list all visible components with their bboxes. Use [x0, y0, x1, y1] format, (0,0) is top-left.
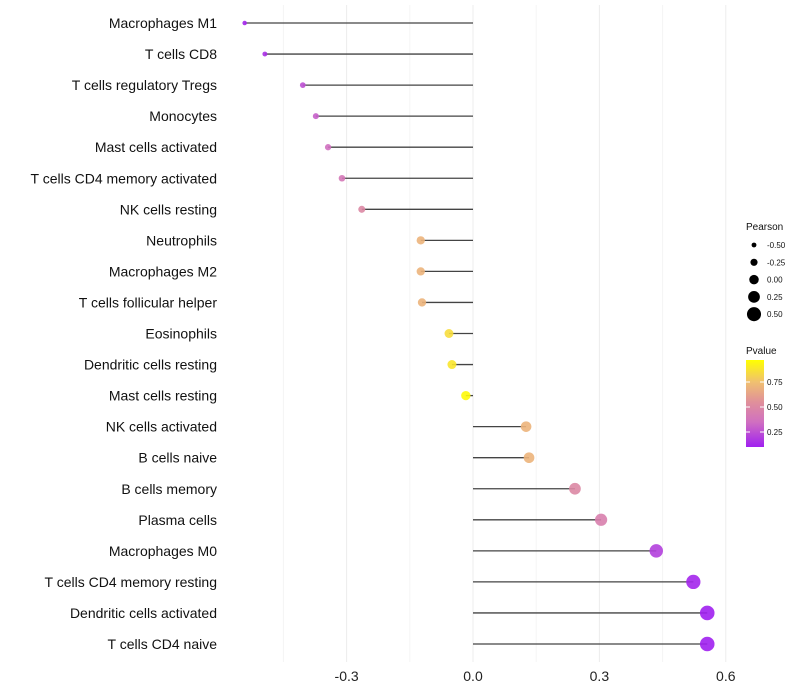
lollipop-point — [312, 113, 319, 120]
lollipop-point — [242, 20, 247, 26]
category-label: NK cells activated — [106, 419, 217, 435]
category-label: Macrophages M1 — [109, 15, 217, 31]
category-label: Dendritic cells activated — [70, 605, 217, 621]
lollipop-point — [569, 482, 581, 495]
lollipop-point — [699, 636, 715, 652]
category-label: Macrophages M2 — [109, 263, 217, 279]
x-tick-label: 0.6 — [716, 668, 736, 684]
category-label: B cells memory — [121, 481, 217, 497]
size-legend-label: -0.50 — [767, 241, 786, 250]
size-legend-label: 0.50 — [767, 310, 783, 319]
category-label: T cells CD4 memory activated — [31, 170, 217, 186]
lollipop-point — [299, 82, 306, 88]
category-label: T cells CD4 memory resting — [45, 574, 217, 590]
color-legend-label: 0.50 — [767, 403, 783, 412]
lollipop-point — [358, 205, 366, 213]
category-label: Dendritic cells resting — [84, 357, 217, 373]
lollipop-point — [416, 236, 425, 245]
color-legend-label: 0.75 — [767, 378, 783, 387]
lollipop-point — [417, 298, 427, 307]
size-legend-title: Pearson — [746, 222, 783, 233]
color-bar — [746, 360, 764, 447]
category-label: Mast cells resting — [109, 388, 217, 404]
lollipop-point — [520, 421, 532, 432]
category-label: T cells regulatory Tregs — [72, 77, 217, 93]
lollipop-point — [262, 51, 268, 57]
x-tick-label: -0.3 — [335, 668, 359, 684]
category-label: Plasma cells — [138, 512, 217, 528]
x-tick-label: 0.3 — [590, 668, 610, 684]
category-label: Eosinophils — [145, 326, 217, 342]
size-legend-key — [751, 242, 757, 248]
size-legend-label: 0.25 — [767, 293, 783, 302]
lollipop-point — [461, 390, 471, 401]
lollipop-point — [338, 174, 346, 182]
category-label: Monocytes — [149, 108, 217, 124]
size-legend-key — [749, 274, 759, 285]
category-label: T cells CD4 naive — [108, 636, 218, 652]
size-legend-key — [750, 258, 758, 266]
size-legend-label: 0.00 — [767, 276, 783, 285]
category-label: Mast cells activated — [95, 139, 217, 155]
category-label: Neutrophils — [146, 232, 217, 248]
size-legend-label: -0.25 — [767, 258, 786, 267]
category-label: T cells CD8 — [145, 46, 217, 62]
color-legend-label: 0.25 — [767, 428, 783, 437]
lollipop-point — [444, 329, 454, 338]
category-label: Macrophages M0 — [109, 543, 217, 559]
lollipop-point — [523, 452, 535, 464]
size-legend-key — [746, 307, 762, 322]
lollipop-point — [324, 144, 332, 151]
lollipop-point — [699, 605, 715, 621]
lollipop-point — [416, 267, 425, 276]
category-label: B cells naive — [138, 450, 217, 466]
category-label: T cells follicular helper — [79, 294, 218, 310]
lollipop-point — [447, 360, 457, 370]
lollipop-point — [594, 513, 608, 526]
category-label: NK cells resting — [120, 201, 217, 217]
color-legend-title: Pvalue — [746, 346, 777, 357]
size-legend-key — [748, 291, 760, 303]
lollipop-point — [649, 544, 663, 558]
lollipop-point — [686, 574, 701, 590]
x-tick-label: 0.0 — [463, 668, 483, 684]
